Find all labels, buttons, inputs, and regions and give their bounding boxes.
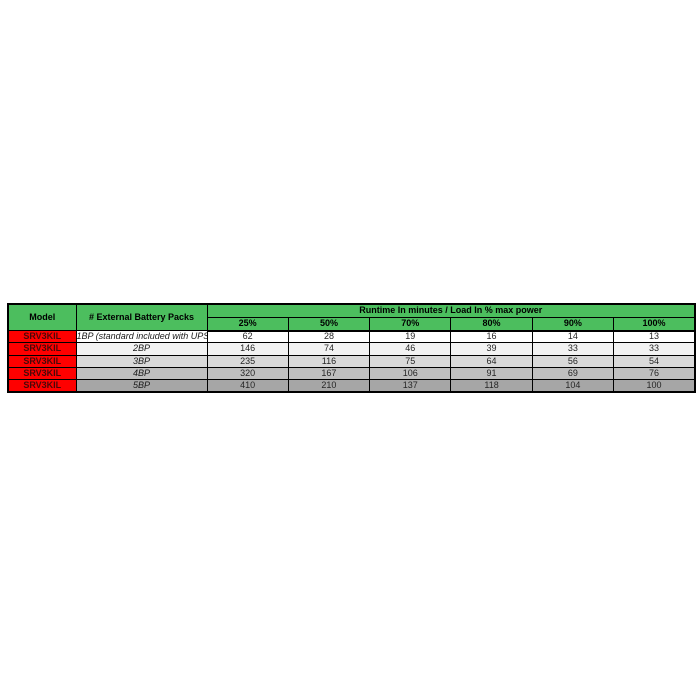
runtime-value: 69 — [531, 366, 614, 381]
load-level-header-100: 100% — [612, 316, 696, 332]
model-cell: SRV3KIL — [7, 354, 77, 368]
table-row: SRV3KIL 2BP 146 74 46 39 33 33 — [7, 342, 696, 356]
runtime-value: 75 — [369, 354, 452, 368]
battery-packs-cell: 5BP — [75, 379, 208, 393]
runtime-value: 235 — [206, 354, 289, 368]
runtime-value: 62 — [206, 330, 289, 344]
model-cell: SRV3KIL — [7, 366, 77, 381]
load-level-header-90: 90% — [531, 316, 614, 332]
runtime-value: 64 — [450, 354, 533, 368]
runtime-value: 320 — [206, 366, 289, 381]
runtime-value: 19 — [369, 330, 452, 344]
battery-packs-cell: 1BP (standard included with UPS) — [75, 330, 208, 344]
runtime-value: 167 — [287, 366, 371, 381]
runtime-value: 56 — [531, 354, 614, 368]
runtime-value: 91 — [450, 366, 533, 381]
runtime-value: 210 — [287, 379, 371, 393]
runtime-value: 39 — [450, 342, 533, 356]
runtime-value: 54 — [612, 354, 696, 368]
runtime-value: 106 — [369, 366, 452, 381]
runtime-title-header: Runtime In minutes / Load In % max power — [206, 303, 696, 318]
runtime-value: 118 — [450, 379, 533, 393]
runtime-value: 13 — [612, 330, 696, 344]
runtime-value: 28 — [287, 330, 371, 344]
model-cell: SRV3KIL — [7, 379, 77, 393]
table-row: SRV3KIL 4BP 320 167 106 91 69 76 — [7, 366, 696, 381]
runtime-value: 104 — [531, 379, 614, 393]
model-cell: SRV3KIL — [7, 342, 77, 356]
load-level-header-70: 70% — [369, 316, 452, 332]
runtime-value: 33 — [612, 342, 696, 356]
runtime-value: 46 — [369, 342, 452, 356]
model-column-header: Model — [7, 303, 77, 332]
runtime-value: 16 — [450, 330, 533, 344]
battery-packs-cell: 3BP — [75, 354, 208, 368]
load-level-header-80: 80% — [450, 316, 533, 332]
runtime-value: 74 — [287, 342, 371, 356]
load-level-header-50: 50% — [287, 316, 371, 332]
model-cell: SRV3KIL — [7, 330, 77, 344]
battery-packs-cell: 4BP — [75, 366, 208, 381]
ups-runtime-table: Model # External Battery Packs Runtime I… — [7, 303, 697, 393]
table-row: SRV3KIL 3BP 235 116 75 64 56 54 — [7, 354, 696, 368]
table-row: SRV3KIL 5BP 410 210 137 118 104 100 — [7, 379, 696, 393]
runtime-value: 14 — [531, 330, 614, 344]
runtime-value: 137 — [369, 379, 452, 393]
runtime-value: 410 — [206, 379, 289, 393]
runtime-value: 33 — [531, 342, 614, 356]
load-level-header-25: 25% — [206, 316, 289, 332]
runtime-value: 76 — [612, 366, 696, 381]
table-row: SRV3KIL 1BP (standard included with UPS)… — [7, 330, 696, 344]
runtime-value: 146 — [206, 342, 289, 356]
battery-packs-column-header: # External Battery Packs — [75, 303, 208, 332]
battery-packs-cell: 2BP — [75, 342, 208, 356]
runtime-value: 100 — [612, 379, 696, 393]
runtime-value: 116 — [287, 354, 371, 368]
